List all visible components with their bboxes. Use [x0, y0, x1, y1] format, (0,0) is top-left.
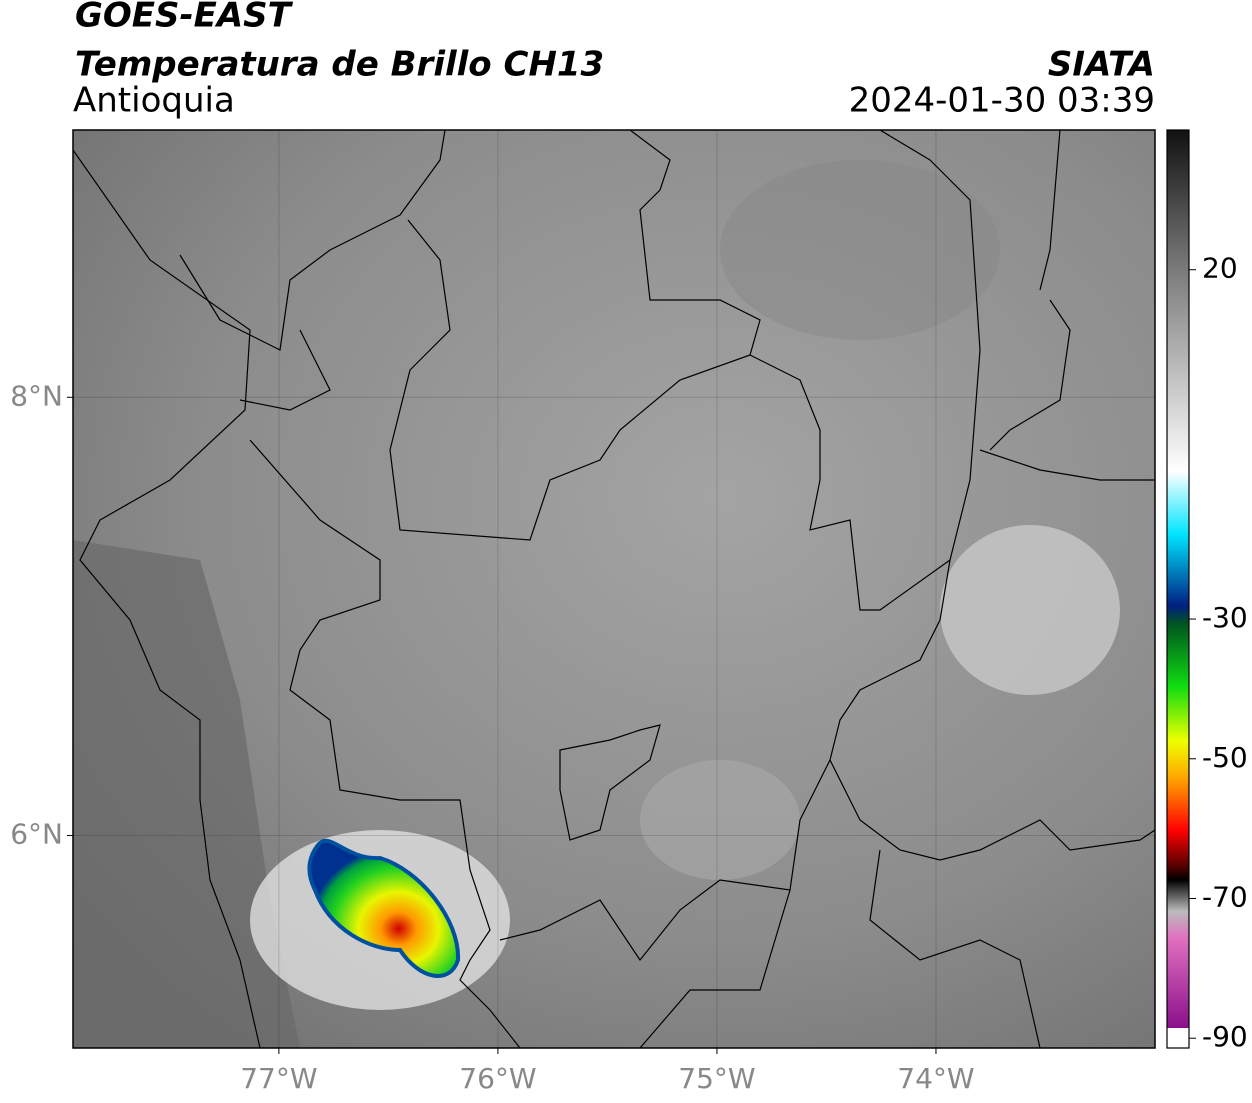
storm [307, 838, 461, 978]
map [73, 130, 1155, 1048]
colorbar-tick-label: -70 [1202, 880, 1248, 913]
x-tick-label: 77°W [240, 1062, 317, 1095]
x-tick-label: 76°W [459, 1062, 536, 1095]
region: Antioquia [73, 81, 235, 121]
colorbar-under [1167, 1028, 1189, 1048]
y-tick-label: 6°N [10, 817, 63, 850]
colorbar-tick-label: -90 [1202, 1020, 1248, 1053]
cloud [640, 760, 800, 880]
coastline [73, 149, 261, 1048]
colorbar-tick-label: -50 [1202, 741, 1248, 774]
cloud [940, 525, 1120, 695]
source: SIATA [1048, 45, 1155, 85]
colorbar-tick-label: -30 [1202, 601, 1248, 634]
municipality-border [559, 724, 661, 841]
datetime: 2024-01-30 03:39 [849, 81, 1155, 121]
department-border [979, 130, 1155, 481]
coastline [179, 130, 446, 411]
cloud [720, 160, 1000, 340]
map-frame [72, 129, 1156, 1049]
ocean [73, 130, 300, 1048]
x-tick-label: 75°W [678, 1062, 755, 1095]
department-border [389, 130, 761, 541]
title: GOES-EAST [75, 0, 294, 36]
x-tick-label: 74°W [897, 1062, 974, 1095]
department-border [749, 130, 981, 611]
subtitle: Temperatura de Brillo CH13 [75, 45, 604, 85]
department-border [499, 559, 1155, 1048]
colorbar-frame [1166, 129, 1190, 1049]
department-border [249, 439, 521, 1048]
colorbar-tick-label: 20 [1202, 252, 1238, 285]
colorbar [1167, 130, 1189, 1028]
y-tick-label: 8°N [10, 379, 63, 412]
